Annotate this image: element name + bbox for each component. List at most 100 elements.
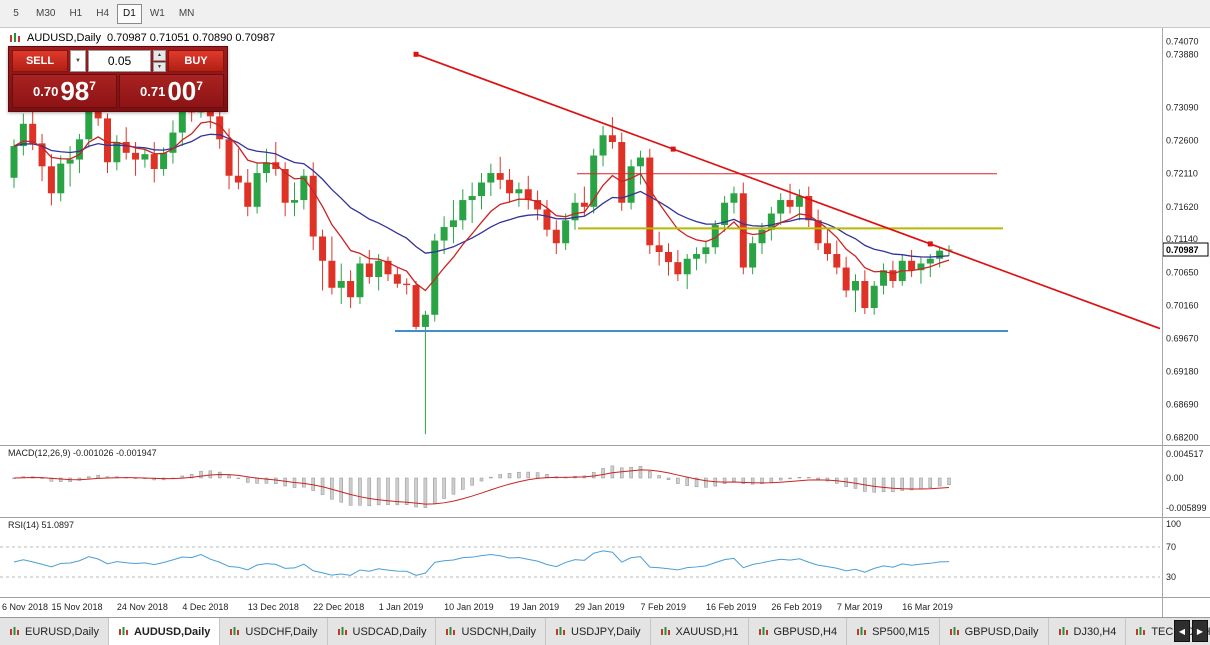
svg-text:0.73090: 0.73090 bbox=[1166, 103, 1199, 113]
timeframe-button-m30[interactable]: M30 bbox=[36, 8, 56, 19]
mini-chart-icon bbox=[949, 626, 960, 637]
date-axis-label: 13 Dec 2018 bbox=[247, 602, 299, 612]
chart-tab-label: USDCAD,Daily bbox=[352, 625, 427, 638]
timeframe-button-group: 5 M30 H1 H4 D1 W1 MN bbox=[4, 3, 202, 24]
chart-tab[interactable]: USDCHF,Daily bbox=[220, 618, 328, 645]
date-axis-label: 6 Nov 2018 bbox=[2, 602, 49, 612]
rsi-pane[interactable]: RSI(14) 51.0897 100 70 30 bbox=[0, 517, 1210, 597]
svg-text:0.71140: 0.71140 bbox=[1166, 234, 1198, 244]
buy-price-big: 0.71 bbox=[140, 83, 166, 99]
chart-tab-label: GBPUSD,H4 bbox=[773, 625, 838, 638]
sell-price-pipette: 7 bbox=[89, 79, 96, 93]
chart-tab-bar: EURUSD,Daily AUDUSD,Daily USDCHF,Daily USDC… bbox=[0, 617, 1210, 645]
timeframe-button-5[interactable]: 5 bbox=[13, 8, 19, 19]
sell-price-pips: 98 bbox=[60, 76, 90, 106]
chart-tab[interactable]: GBPUSD,Daily bbox=[939, 618, 1049, 645]
date-axis-label: 26 Feb 2019 bbox=[771, 602, 822, 612]
rsi-axis-100: 100 bbox=[1166, 519, 1182, 529]
volume-down-icon[interactable]: ▼ bbox=[153, 61, 166, 72]
mini-chart-icon bbox=[1058, 626, 1069, 637]
volume-dropdown-icon[interactable]: ▼ bbox=[70, 50, 86, 72]
macd-axis-min: -0.005899 bbox=[1166, 503, 1207, 513]
chart-tab[interactable]: USDJPY,Daily bbox=[546, 618, 651, 645]
timeframe-button-h4[interactable]: H4 bbox=[96, 8, 110, 19]
timeframe-button-h1[interactable]: H1 bbox=[69, 8, 83, 19]
chart-tab[interactable]: EURUSD,Daily bbox=[0, 618, 109, 645]
mini-chart-icon bbox=[118, 626, 129, 637]
mini-chart-icon bbox=[9, 626, 20, 637]
chart-symbol-period: AUDUSD,Daily bbox=[27, 32, 101, 44]
rsi-label: RSI(14) 51.0897 bbox=[8, 520, 75, 530]
timeframe-toolbar: 5 M30 H1 H4 D1 W1 MN bbox=[0, 0, 1210, 28]
volume-stepper: ▲ ▼ bbox=[153, 50, 166, 72]
svg-text:0.71620: 0.71620 bbox=[1166, 202, 1199, 212]
timeframe-button-w1[interactable]: W1 bbox=[149, 8, 165, 19]
svg-text:0.72110: 0.72110 bbox=[1166, 169, 1198, 179]
mini-chart-icon bbox=[758, 626, 769, 637]
chart-tab[interactable]: DJ30,H4 bbox=[1048, 618, 1127, 645]
one-click-trading-panel: SELL ▼ ▲ ▼ BUY 0.70 98 7 0.71 00 7 bbox=[8, 46, 228, 112]
chart-tab-label: AUDUSD,Daily bbox=[133, 625, 211, 638]
chart-tab[interactable]: XAUUSD,H1 bbox=[650, 618, 749, 645]
chart-tab[interactable]: USDCAD,Daily bbox=[327, 618, 437, 645]
chart-tab-label: EURUSD,Daily bbox=[25, 625, 99, 638]
macd-axis-zero: 0.00 bbox=[1166, 473, 1184, 483]
date-axis-label: 29 Jan 2019 bbox=[575, 602, 625, 612]
chart-tab-label: USDCNH,Daily bbox=[461, 625, 537, 638]
chart-tab-label: GBPUSD,Daily bbox=[964, 625, 1039, 638]
svg-text:0.72600: 0.72600 bbox=[1166, 136, 1199, 146]
date-axis-label: 19 Jan 2019 bbox=[509, 602, 560, 612]
chart-tab-label: XAUUSD,H1 bbox=[675, 625, 739, 638]
date-axis-label: 7 Feb 2019 bbox=[640, 602, 687, 612]
macd-label: MACD(12,26,9) -0.001026 -0.001947 bbox=[8, 448, 157, 458]
chart-tab[interactable]: USDCNH,Daily bbox=[436, 618, 547, 645]
mini-chart-icon bbox=[337, 626, 348, 637]
date-axis-label: 1 Jan 2019 bbox=[378, 602, 424, 612]
date-axis-label: 24 Nov 2018 bbox=[116, 602, 168, 612]
rsi-axis-70: 70 bbox=[1166, 542, 1177, 552]
chart-tab[interactable]: AUDUSD,Daily bbox=[108, 618, 221, 645]
date-axis-label: 10 Jan 2019 bbox=[444, 602, 494, 612]
svg-text:0.68200: 0.68200 bbox=[1166, 433, 1199, 443]
svg-text:0.70650: 0.70650 bbox=[1166, 267, 1199, 277]
date-axis-label: 15 Nov 2018 bbox=[51, 602, 103, 612]
svg-text:0.68690: 0.68690 bbox=[1166, 400, 1199, 410]
date-axis-label: 16 Feb 2019 bbox=[705, 602, 757, 612]
date-axis-label: 22 Dec 2018 bbox=[313, 602, 365, 612]
buy-price-pipette: 7 bbox=[196, 79, 203, 93]
svg-text:0.69180: 0.69180 bbox=[1166, 366, 1199, 376]
main-chart-canvas[interactable]: 0.74070 0.73880 0.73090 0.72600 0.72110 0.716… bbox=[0, 30, 1210, 445]
sell-price-button[interactable]: 0.70 98 7 bbox=[12, 74, 117, 108]
chart-window: AUDUSD,Daily 0.70987 0.71051 0.70890 0.7… bbox=[0, 28, 1210, 617]
timeframe-button-d1[interactable]: D1 bbox=[117, 3, 142, 24]
mini-chart-icon bbox=[229, 626, 240, 637]
chart-symbol-icon bbox=[10, 32, 21, 44]
chart-tab[interactable]: SP500,M15 bbox=[847, 618, 940, 645]
rsi-axis-30: 30 bbox=[1166, 572, 1177, 582]
mini-chart-icon bbox=[856, 626, 867, 637]
chart-tab[interactable]: GBPUSD,H4 bbox=[748, 618, 848, 645]
svg-text:0.73880: 0.73880 bbox=[1166, 49, 1199, 59]
sell-button[interactable]: SELL bbox=[12, 50, 68, 72]
timeframe-button-mn[interactable]: MN bbox=[178, 8, 195, 19]
buy-button[interactable]: BUY bbox=[168, 50, 224, 72]
svg-text:0.70987: 0.70987 bbox=[1166, 245, 1199, 255]
chart-title: AUDUSD,Daily 0.70987 0.71051 0.70890 0.7… bbox=[10, 32, 275, 44]
tab-scroll-left-icon[interactable]: ◀ bbox=[1174, 620, 1190, 642]
macd-axis-max: 0.004517 bbox=[1166, 449, 1204, 459]
tab-scroll-right-icon[interactable]: ▶ bbox=[1192, 620, 1208, 642]
svg-text:0.74070: 0.74070 bbox=[1166, 36, 1199, 46]
svg-text:0.70160: 0.70160 bbox=[1166, 300, 1199, 310]
volume-input[interactable] bbox=[88, 50, 151, 72]
mini-chart-icon bbox=[445, 626, 456, 637]
date-axis-label: 7 Mar 2019 bbox=[836, 602, 883, 612]
buy-price-button[interactable]: 0.71 00 7 bbox=[119, 74, 224, 108]
mini-chart-icon bbox=[660, 626, 671, 637]
sell-price-big: 0.70 bbox=[33, 83, 59, 99]
chart-tab-label: DJ30,H4 bbox=[1073, 625, 1117, 638]
volume-up-icon[interactable]: ▲ bbox=[153, 50, 166, 61]
macd-pane[interactable]: MACD(12,26,9) -0.001026 -0.001947 0.0045… bbox=[0, 445, 1210, 517]
svg-text:0.69670: 0.69670 bbox=[1166, 333, 1199, 343]
chart-tab-label: SP500,M15 bbox=[872, 625, 930, 638]
time-axis[interactable]: 6 Nov 2018 15 Nov 2018 24 Nov 2018 4 Dec 20… bbox=[0, 597, 1210, 617]
